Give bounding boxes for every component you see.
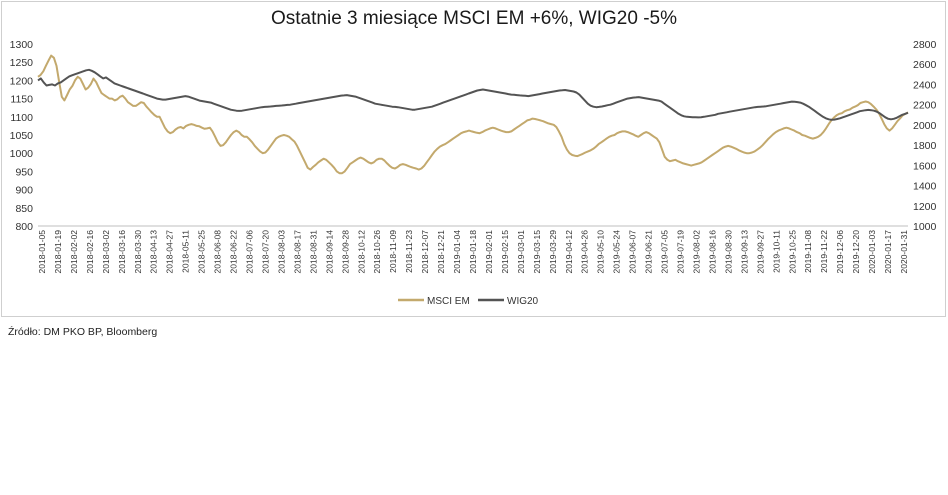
x-tick-label: 2018-10-12	[356, 230, 366, 274]
left-tick-label: 1300	[10, 39, 34, 51]
x-tick-label: 2019-08-02	[691, 230, 701, 274]
x-tick-label: 2019-07-05	[660, 230, 670, 274]
x-tick-label: 2018-02-16	[85, 230, 95, 274]
x-tick-label: 2018-08-17	[292, 230, 302, 274]
x-tick-label: 2018-06-22	[229, 230, 239, 274]
x-tick-label: 2018-04-13	[149, 230, 159, 274]
x-tick-label: 2018-03-16	[117, 230, 127, 274]
x-tick-label: 2019-03-15	[532, 230, 542, 274]
left-tick-label: 900	[15, 185, 33, 197]
series-group	[37, 54, 909, 175]
x-tick-label: 2019-10-25	[787, 230, 797, 274]
right-tick-label: 2800	[913, 39, 937, 51]
x-tick-label: 2019-01-18	[468, 230, 478, 274]
x-tick-label: 2019-08-16	[707, 230, 717, 274]
left-tick-label: 850	[15, 203, 33, 215]
x-tick-label: 2019-07-19	[676, 230, 686, 274]
chart-title: Ostatnie 3 miesiące MSCI EM +6%, WIG20 -…	[271, 8, 677, 29]
right-tick-label: 2200	[913, 100, 937, 112]
x-tick-label: 2018-08-03	[276, 230, 286, 274]
right-axis: 2800 2600 2400 2200 2000 1800 1600 1400 1200 1000	[913, 39, 937, 233]
left-tick-label: 1050	[10, 130, 34, 142]
line-chart: 1300 1250 1200 1150 1100 1050 1000 950 900 850 800…	[10, 39, 937, 307]
x-tick-label: 2019-03-29	[548, 230, 558, 274]
legend-label-msci-em: MSCI EM	[427, 296, 470, 307]
x-tick-label: 2019-12-20	[851, 230, 861, 274]
x-tick-label: 2019-03-01	[516, 230, 526, 274]
left-tick-label: 950	[15, 166, 33, 178]
legend-label-wig20: WIG20	[507, 296, 539, 307]
x-tick-label: 2019-11-22	[819, 230, 829, 273]
x-axis: 2018-01-05 2018-01-19 2018-02-02 2018-02-16…	[37, 230, 909, 274]
x-tick-label: 2019-05-24	[612, 230, 622, 274]
right-tick-label: 2000	[913, 120, 937, 132]
x-tick-label: 2018-01-05	[37, 230, 47, 274]
series-line-msci-em	[37, 54, 909, 175]
x-tick-label: 2020-01-31	[899, 230, 909, 274]
x-tick-label: 2018-08-31	[308, 230, 318, 274]
x-tick-label: 2019-10-11	[771, 230, 781, 273]
source-note: Źródło: DM PKO BP, Bloomberg	[8, 326, 158, 338]
x-tick-label: 2019-09-27	[755, 230, 765, 274]
right-tick-label: 2600	[913, 59, 937, 71]
x-tick-label: 2019-12-06	[835, 230, 845, 274]
x-tick-label: 2020-01-17	[883, 230, 893, 274]
chart-frame	[1, 1, 946, 317]
x-tick-label: 2018-05-11	[181, 230, 191, 273]
right-tick-label: 1000	[913, 221, 937, 233]
x-tick-label: 2019-05-10	[596, 230, 606, 274]
x-tick-label: 2018-11-09	[388, 230, 398, 273]
x-tick-label: 2019-09-13	[739, 230, 749, 274]
x-tick-label: 2019-06-21	[644, 230, 654, 274]
left-tick-label: 1150	[10, 94, 33, 106]
x-tick-label: 2020-01-03	[867, 230, 877, 274]
x-tick-label: 2019-11-08	[803, 230, 813, 273]
right-tick-label: 1800	[913, 140, 937, 152]
x-tick-label: 2018-01-19	[53, 230, 63, 274]
right-tick-label: 1200	[913, 201, 937, 213]
x-tick-label: 2019-06-07	[628, 230, 638, 274]
left-tick-label: 1000	[10, 148, 34, 160]
legend: MSCI EM WIG20	[398, 296, 539, 307]
left-tick-label: 800	[15, 221, 33, 233]
right-tick-label: 2400	[913, 79, 937, 91]
x-tick-label: 2018-03-30	[133, 230, 143, 274]
x-tick-label: 2018-11-23	[404, 230, 414, 273]
x-tick-label: 2018-07-06	[245, 230, 255, 274]
x-tick-label: 2018-09-14	[324, 230, 334, 274]
x-tick-label: 2019-04-12	[564, 230, 574, 274]
x-tick-label: 2018-12-21	[436, 230, 446, 274]
x-tick-label: 2019-04-26	[580, 230, 590, 274]
x-tick-label: 2018-12-07	[420, 230, 430, 274]
x-tick-label: 2018-09-28	[340, 230, 350, 274]
x-tick-label: 2019-02-01	[484, 230, 494, 274]
right-tick-label: 1400	[913, 181, 937, 193]
x-tick-label: 2018-02-02	[69, 230, 79, 274]
x-tick-label: 2018-10-26	[372, 230, 382, 274]
x-tick-label: 2018-05-25	[197, 230, 207, 274]
left-tick-label: 1100	[10, 112, 33, 124]
x-tick-label: 2018-03-02	[101, 230, 111, 274]
x-tick-label: 2019-02-15	[500, 230, 510, 274]
x-tick-label: 2018-07-20	[260, 230, 270, 274]
left-tick-label: 1250	[10, 57, 34, 69]
series-line-wig20	[37, 68, 909, 121]
x-tick-label: 2019-01-04	[452, 230, 462, 274]
right-tick-label: 1600	[913, 160, 937, 172]
x-tick-label: 2018-06-08	[213, 230, 223, 274]
left-tick-label: 1200	[10, 75, 34, 87]
x-tick-label: 2018-04-27	[165, 230, 175, 274]
left-axis: 1300 1250 1200 1150 1100 1050 1000 950 900 850 800	[10, 39, 34, 233]
x-tick-label: 2019-08-30	[723, 230, 733, 274]
